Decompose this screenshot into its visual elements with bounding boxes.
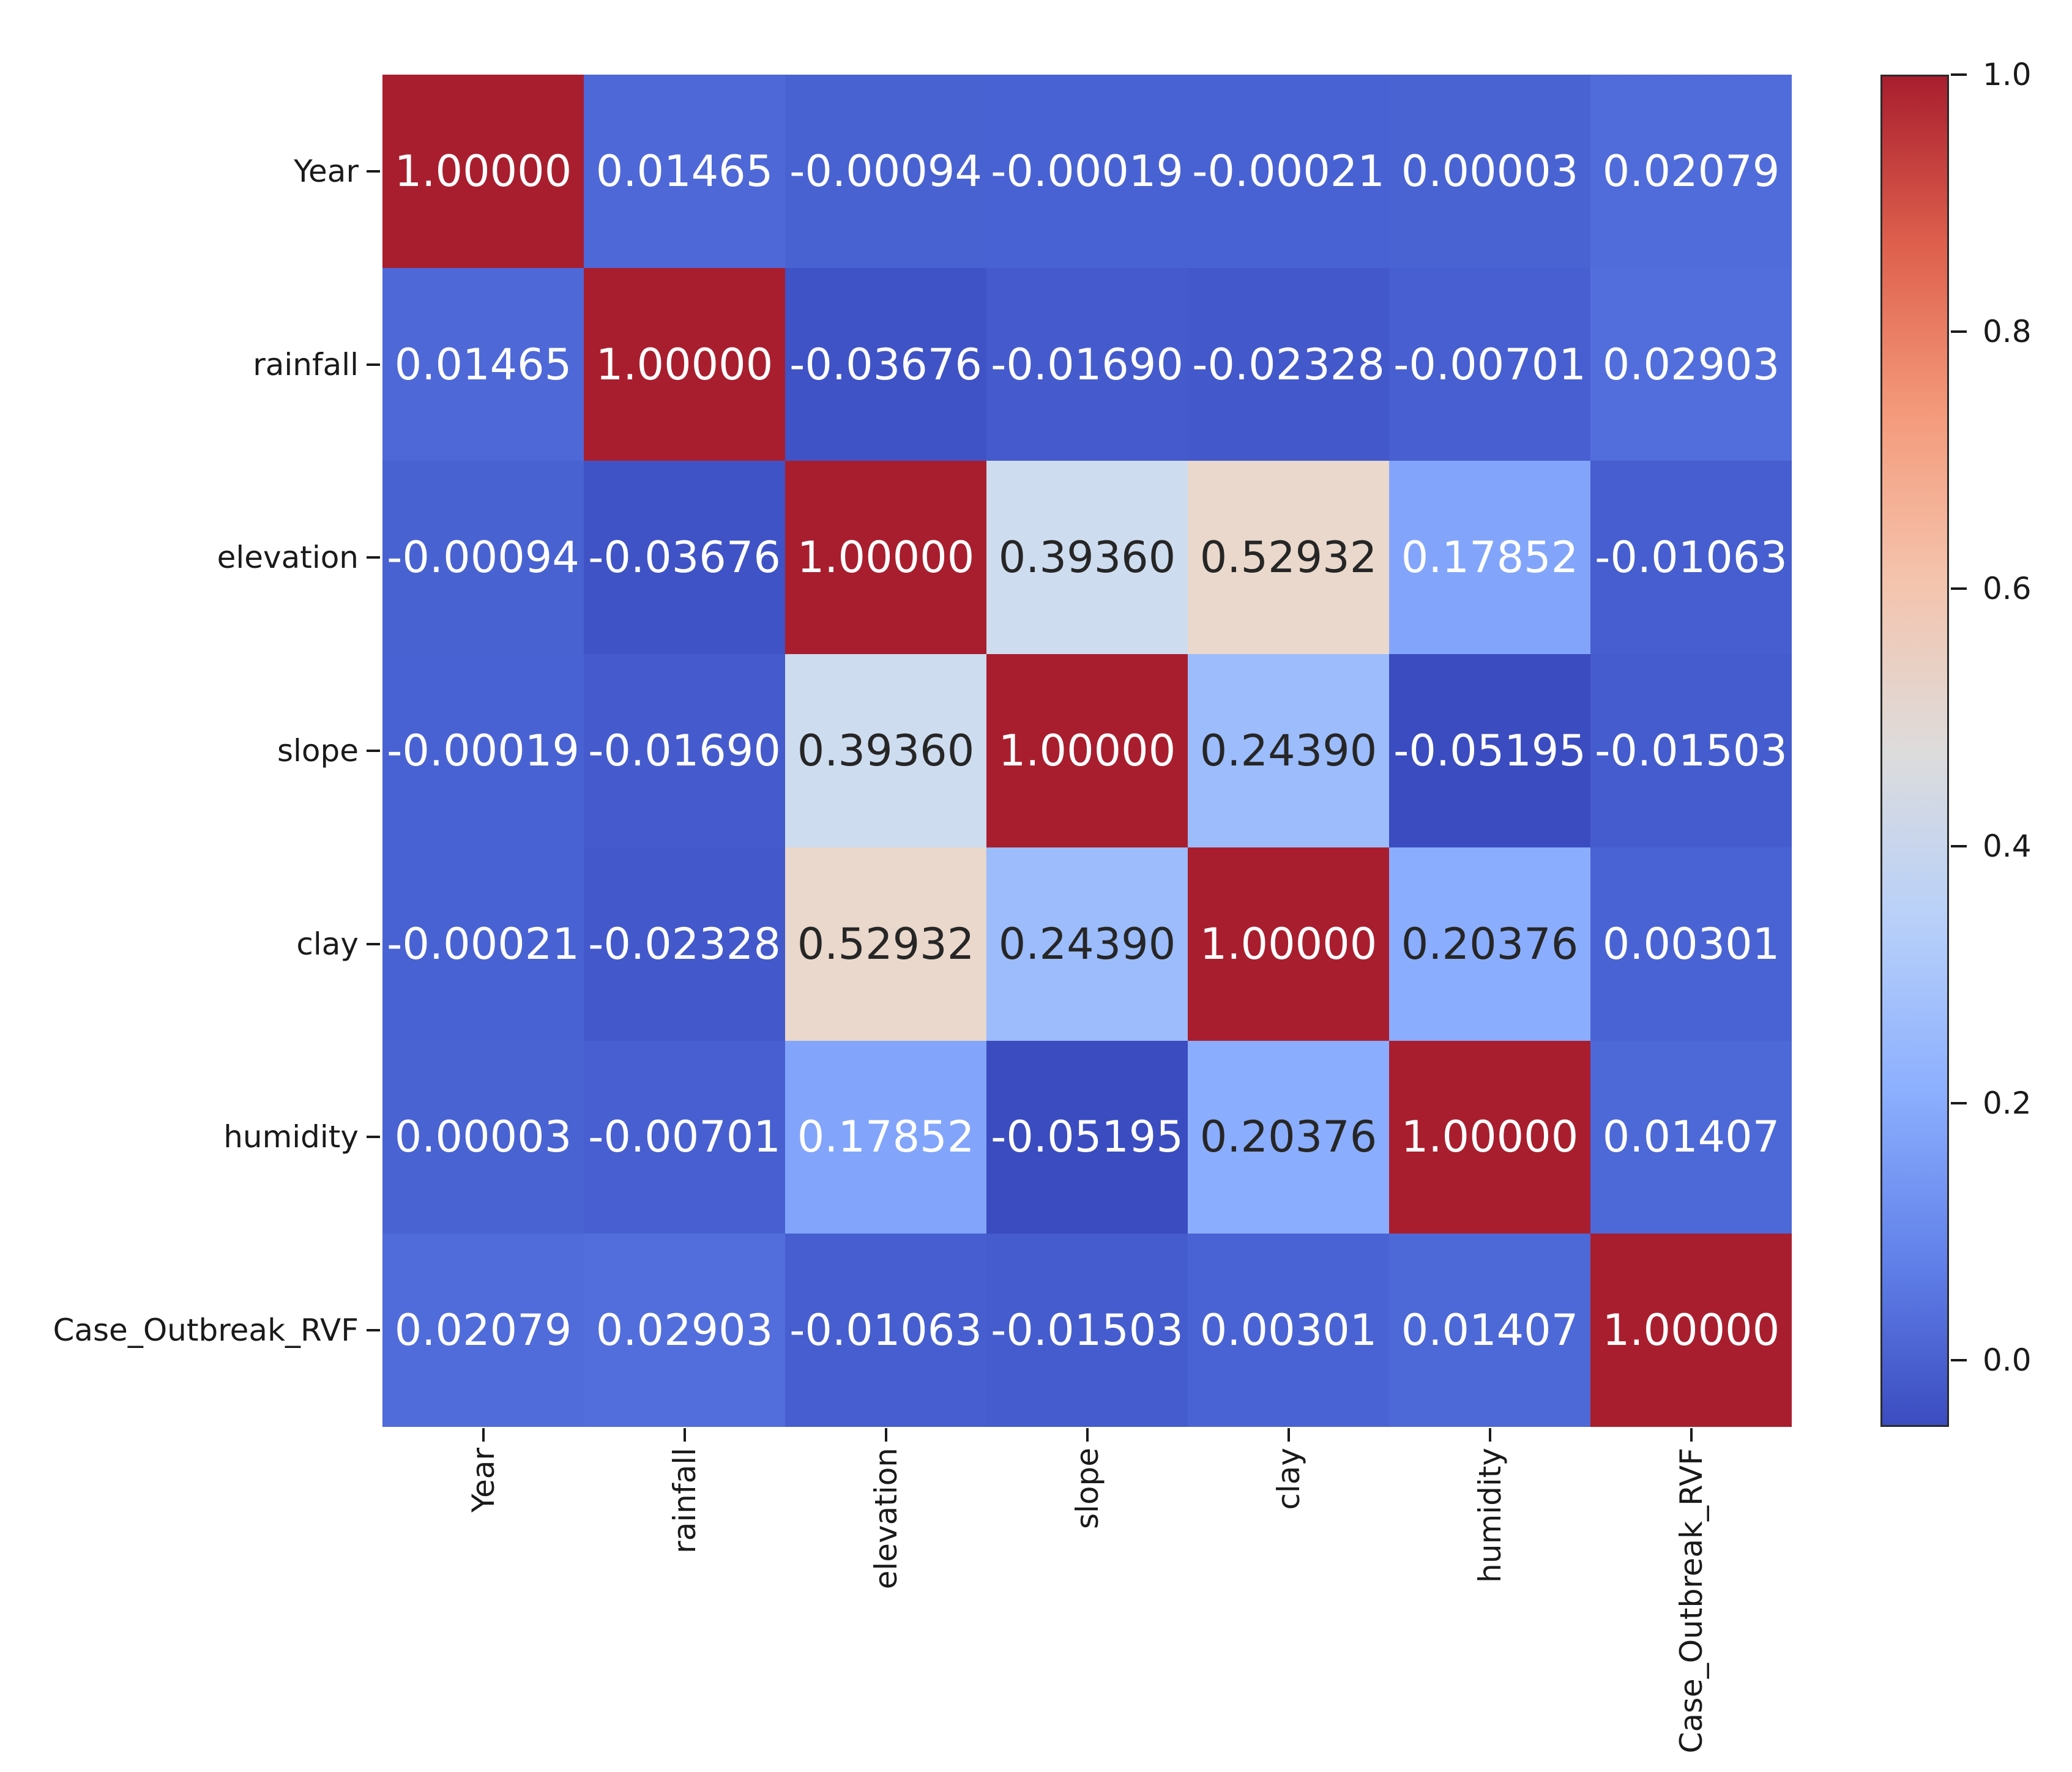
y-axis-tick	[367, 556, 380, 559]
x-axis-label: humidity	[1472, 1448, 1508, 1583]
heatmap-cell: -0.05195	[986, 1040, 1188, 1234]
heatmap-cell: 1.00000	[1590, 1234, 1792, 1427]
heatmap-cell: 0.01407	[1590, 1040, 1792, 1234]
y-axis-label: slope	[277, 733, 359, 769]
y-axis-label: Year	[294, 153, 359, 189]
colorbar-tick	[1951, 330, 1967, 333]
heatmap-cell: 0.02079	[382, 1234, 584, 1427]
heatmap-cell: -0.01063	[785, 1234, 986, 1427]
heatmap-cell: 0.00003	[1389, 75, 1590, 268]
heatmap-cell: -0.00019	[986, 75, 1188, 268]
heatmap-cell: 1.00000	[785, 461, 986, 655]
heatmap-cell: 0.39360	[986, 461, 1188, 655]
x-axis-tick	[1287, 1428, 1290, 1442]
colorbar-tick	[1951, 1358, 1967, 1361]
colorbar-gradient	[1880, 75, 1949, 1427]
colorbar-tick	[1951, 1101, 1967, 1104]
heatmap-cell: -0.00094	[382, 461, 584, 655]
colorbar-tick	[1951, 844, 1967, 847]
y-axis-tick	[367, 363, 380, 366]
heatmap-cell: 0.00301	[1590, 847, 1792, 1041]
heatmap-cell: 0.02903	[1590, 267, 1792, 461]
x-axis-label: slope	[1069, 1448, 1105, 1530]
heatmap-cell: 0.24390	[986, 847, 1188, 1041]
x-axis-label: Case_Outbreak_RVF	[1673, 1448, 1709, 1754]
y-axis-label: humidity	[223, 1119, 359, 1155]
heatmap-cell: 0.01407	[1389, 1234, 1590, 1427]
x-axis-tick	[482, 1428, 485, 1442]
x-axis-label: rainfall	[666, 1448, 702, 1554]
heatmap-cell: 0.17852	[785, 1040, 986, 1234]
heatmap-cell: 1.00000	[1389, 1040, 1590, 1234]
colorbar-tick-label: 0.8	[1983, 314, 2032, 350]
heatmap-cell: 0.00003	[382, 1040, 584, 1234]
x-axis-tick	[683, 1428, 686, 1442]
heatmap-cell: 0.39360	[785, 654, 986, 847]
colorbar-tick-label: 0.0	[1983, 1342, 2032, 1378]
heatmap-cell: 0.52932	[785, 847, 986, 1041]
heatmap-cell: 1.00000	[382, 75, 584, 268]
heatmap-cell: -0.01690	[986, 267, 1188, 461]
colorbar-tick-label: 0.4	[1983, 828, 2032, 864]
heatmap-cell: -0.00021	[1188, 75, 1389, 268]
heatmap-cell: 0.00301	[1188, 1234, 1389, 1427]
heatmap-cell: -0.03676	[584, 461, 785, 655]
y-axis-label: Case_Outbreak_RVF	[53, 1312, 359, 1349]
heatmap-cell: -0.00021	[382, 847, 584, 1041]
heatmap-cell: -0.05195	[1389, 654, 1590, 847]
heatmap-cell: -0.02328	[1188, 267, 1389, 461]
x-axis-tick	[1086, 1428, 1089, 1442]
heatmap-cell: 1.00000	[986, 654, 1188, 847]
heatmap-cell: -0.00701	[1389, 267, 1590, 461]
heatmap-cell: -0.01503	[986, 1234, 1188, 1427]
y-axis-label: rainfall	[253, 346, 359, 382]
heatmap-cell: 0.01465	[382, 267, 584, 461]
heatmap-cell: -0.03676	[785, 267, 986, 461]
y-axis-tick	[367, 750, 380, 752]
heatmap-cell: -0.00019	[382, 654, 584, 847]
x-axis-label: Year	[465, 1448, 501, 1513]
y-axis-tick	[367, 942, 380, 945]
heatmap-cell: 0.02079	[1590, 75, 1792, 268]
heatmap-cell: 1.00000	[1188, 847, 1389, 1041]
colorbar-tick-label: 0.2	[1983, 1085, 2032, 1121]
y-axis-tick	[367, 1329, 380, 1332]
heatmap-cell: 0.17852	[1389, 461, 1590, 655]
heatmap-cell: 0.20376	[1188, 1040, 1389, 1234]
heatmap-cell: -0.00094	[785, 75, 986, 268]
colorbar-tick	[1951, 73, 1967, 76]
heatmap-cell: -0.01503	[1590, 654, 1792, 847]
x-axis-label: elevation	[868, 1448, 904, 1590]
x-axis-tick	[1488, 1428, 1491, 1442]
heatmap-cell: 0.24390	[1188, 654, 1389, 847]
x-axis-label: clay	[1270, 1448, 1306, 1510]
heatmap-cell: 0.02903	[584, 1234, 785, 1427]
y-axis-tick	[367, 169, 380, 173]
colorbar-tick-label: 1.0	[1983, 57, 2032, 92]
heatmap-cell: 0.20376	[1389, 847, 1590, 1041]
heatmap-cell: -0.02328	[584, 847, 785, 1041]
x-axis-tick	[884, 1428, 887, 1442]
heatmap-cell: 0.01465	[584, 75, 785, 268]
heatmap-cell: -0.01690	[584, 654, 785, 847]
x-axis-tick	[1690, 1428, 1693, 1442]
y-axis-label: clay	[296, 926, 359, 962]
y-axis-label: elevation	[217, 540, 359, 576]
heatmap-grid: 1.00000 0.01465 -0.00094 -0.00019 -0.00021 0.…	[382, 75, 1792, 1427]
heatmap-cell: 1.00000	[584, 267, 785, 461]
colorbar-tick-label: 0.6	[1983, 571, 2032, 607]
heatmap-cell: 0.52932	[1188, 461, 1389, 655]
colorbar-tick	[1951, 587, 1967, 590]
y-axis-tick	[367, 1136, 380, 1139]
heatmap-cell: -0.00701	[584, 1040, 785, 1234]
heatmap-cell: -0.01063	[1590, 461, 1792, 655]
